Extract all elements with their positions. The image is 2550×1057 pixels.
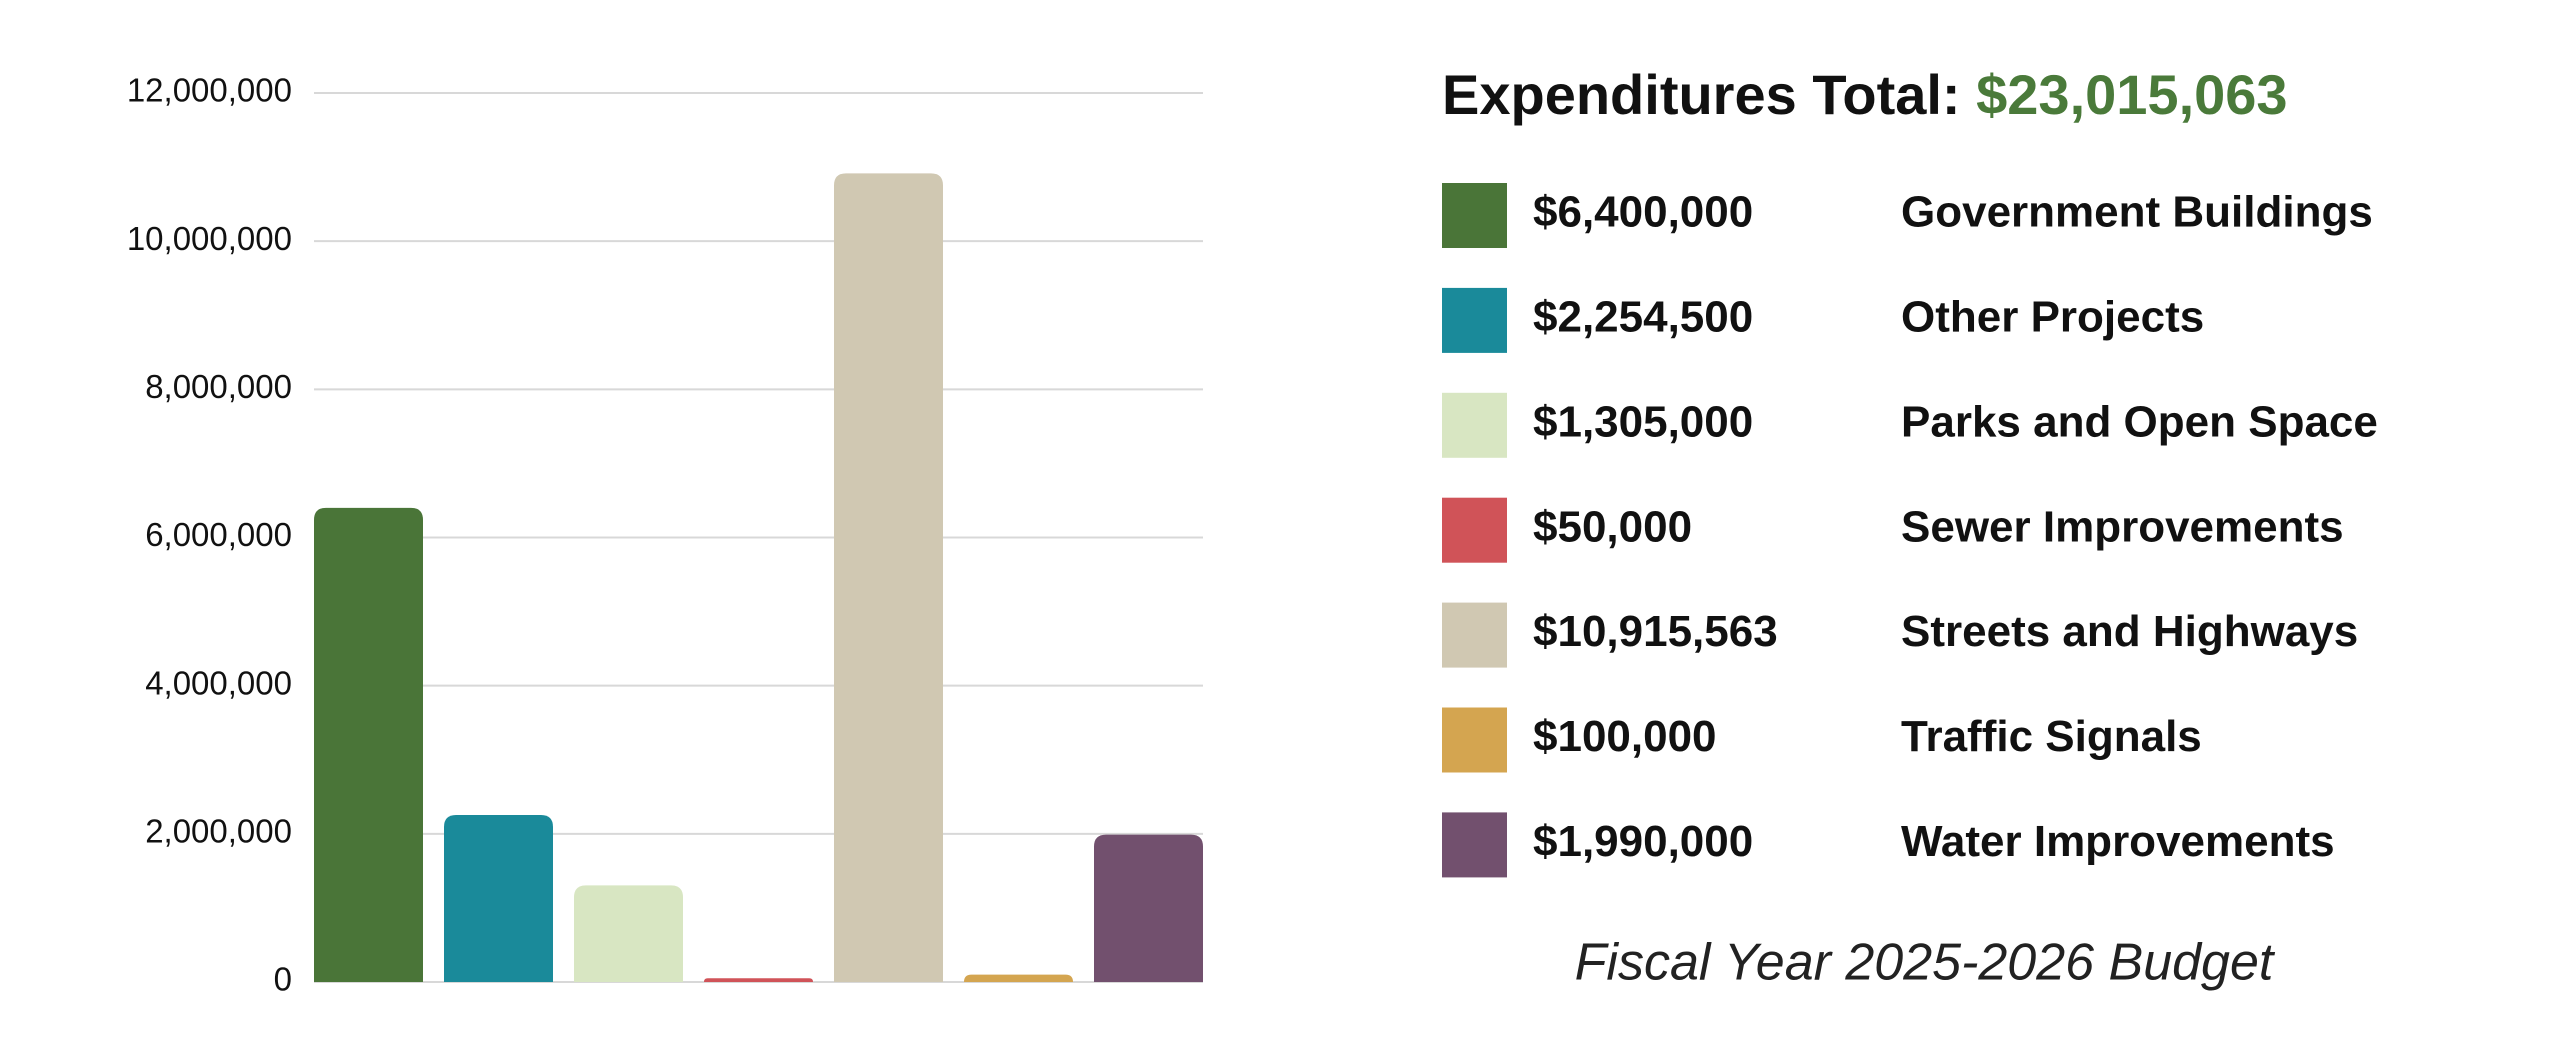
- bar: [964, 974, 1073, 982]
- legend-label: Water Improvements: [1901, 817, 2335, 866]
- bar: [704, 978, 813, 982]
- y-tick-label: 10,000,000: [127, 220, 292, 257]
- bar: [314, 507, 423, 982]
- legend-label: Government Buildings: [1901, 188, 2373, 237]
- caption: Fiscal Year 2025-2026 Budget: [1575, 934, 2276, 992]
- total: $23,015,063: [1976, 63, 2287, 126]
- bar: [834, 173, 943, 982]
- bar: [444, 814, 553, 982]
- title-text: Expenditures Total:: [1442, 63, 1961, 126]
- legend-swatch: [1442, 392, 1507, 458]
- legend-value: $2,254,500: [1533, 293, 1753, 342]
- legend-value: $50,000: [1533, 502, 1692, 551]
- legend-label: Other Projects: [1901, 293, 2204, 342]
- legend-swatch: [1442, 497, 1507, 563]
- y-tick-label: 12,000,000: [127, 72, 292, 109]
- legend-swatch: [1442, 707, 1507, 773]
- legend-label: Traffic Signals: [1901, 712, 2202, 761]
- legend-label: Streets and Highways: [1901, 607, 2358, 656]
- legend-swatch: [1442, 602, 1507, 668]
- y-tick-label: 2,000,000: [145, 813, 292, 850]
- legend-value: $10,915,563: [1533, 607, 1778, 656]
- bar: [574, 885, 683, 982]
- y-tick-label: 8,000,000: [145, 368, 292, 405]
- y-tick-label: 4,000,000: [145, 664, 292, 701]
- legend-swatch: [1442, 287, 1507, 353]
- legend-label: Parks and Open Space: [1901, 397, 2378, 446]
- legend-value: $100,000: [1533, 712, 1717, 761]
- y-tick-label: 0: [274, 961, 292, 998]
- legend-value: $1,990,000: [1533, 817, 1753, 866]
- legend-label: Sewer Improvements: [1901, 502, 2344, 551]
- legend-swatch: [1442, 812, 1507, 878]
- legend-value: $1,305,000: [1533, 397, 1753, 446]
- legend-swatch: [1442, 183, 1507, 248]
- legend-title: Expenditures Total: $23,015,063: [1442, 63, 2288, 126]
- legend-value: $6,400,000: [1533, 188, 1753, 237]
- y-tick-label: 6,000,000: [145, 516, 292, 553]
- bar: [1094, 834, 1203, 982]
